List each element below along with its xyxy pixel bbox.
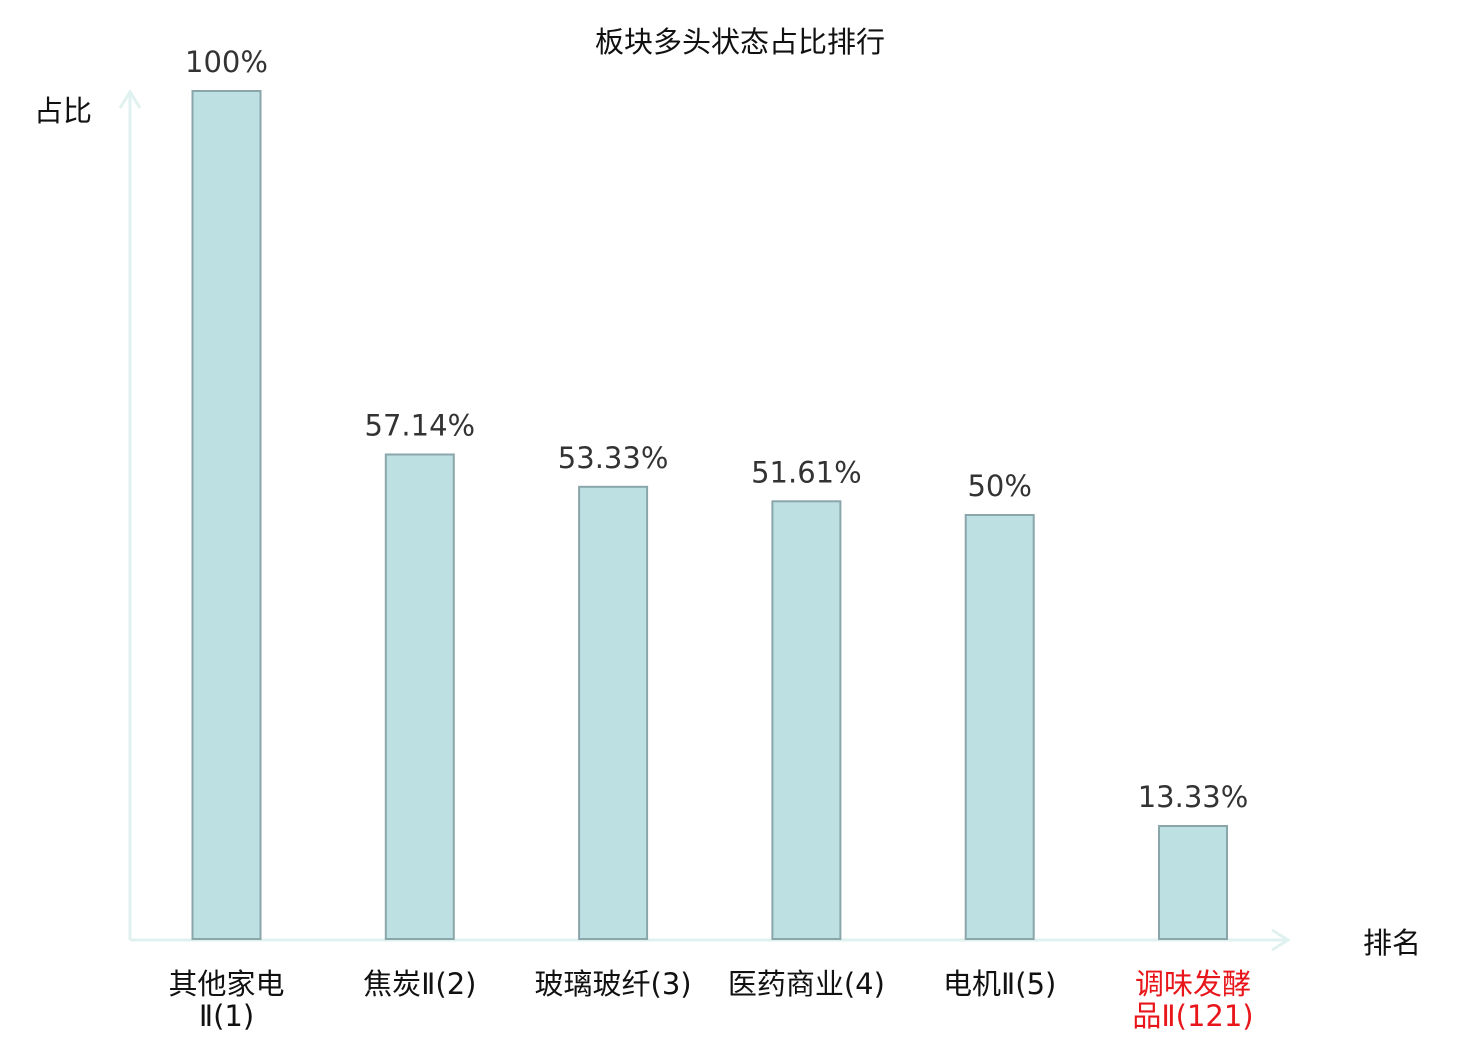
- y-axis-label: 占比: [34, 94, 92, 128]
- bar-5: [964, 514, 1035, 940]
- bar-4: [771, 500, 842, 940]
- value-label-2: 57.14%: [365, 409, 476, 443]
- value-label-5: 50%: [967, 469, 1031, 503]
- category-label-4: 医药商业(4): [728, 967, 885, 1001]
- x-axis-arrow: [1271, 928, 1291, 952]
- category-label-3: 玻璃玻纤(3): [535, 967, 692, 1001]
- x-axis-label: 排名: [1363, 926, 1421, 960]
- bar-1: [191, 90, 262, 940]
- bar-6: [1158, 825, 1228, 940]
- bar-3: [578, 485, 649, 940]
- category-label-6-line-2: 品Ⅱ(121): [1132, 999, 1253, 1033]
- value-label-6: 13.33%: [1138, 780, 1249, 814]
- category-label-5: 电机Ⅱ(5): [943, 967, 1056, 1001]
- bars-group: [191, 90, 1228, 940]
- bar-2: [384, 453, 455, 940]
- category-label-1-line-1: 其他家电: [168, 967, 284, 1001]
- y-axis-arrow: [118, 89, 142, 109]
- category-label-2: 焦炭Ⅱ(2): [363, 967, 476, 1001]
- value-label-3: 53.33%: [558, 441, 669, 475]
- category-label-1-line-2: Ⅱ(1): [199, 999, 254, 1033]
- value-label-1: 100%: [185, 45, 268, 79]
- category-label-6-line-1: 调味发酵: [1135, 967, 1251, 1001]
- axes: [118, 89, 1291, 952]
- value-labels-group: 100% 57.14% 53.33% 51.61% 50% 13.33%: [185, 45, 1248, 814]
- value-label-4: 51.61%: [751, 455, 862, 489]
- chart-title: 板块多头状态占比排行: [595, 25, 885, 59]
